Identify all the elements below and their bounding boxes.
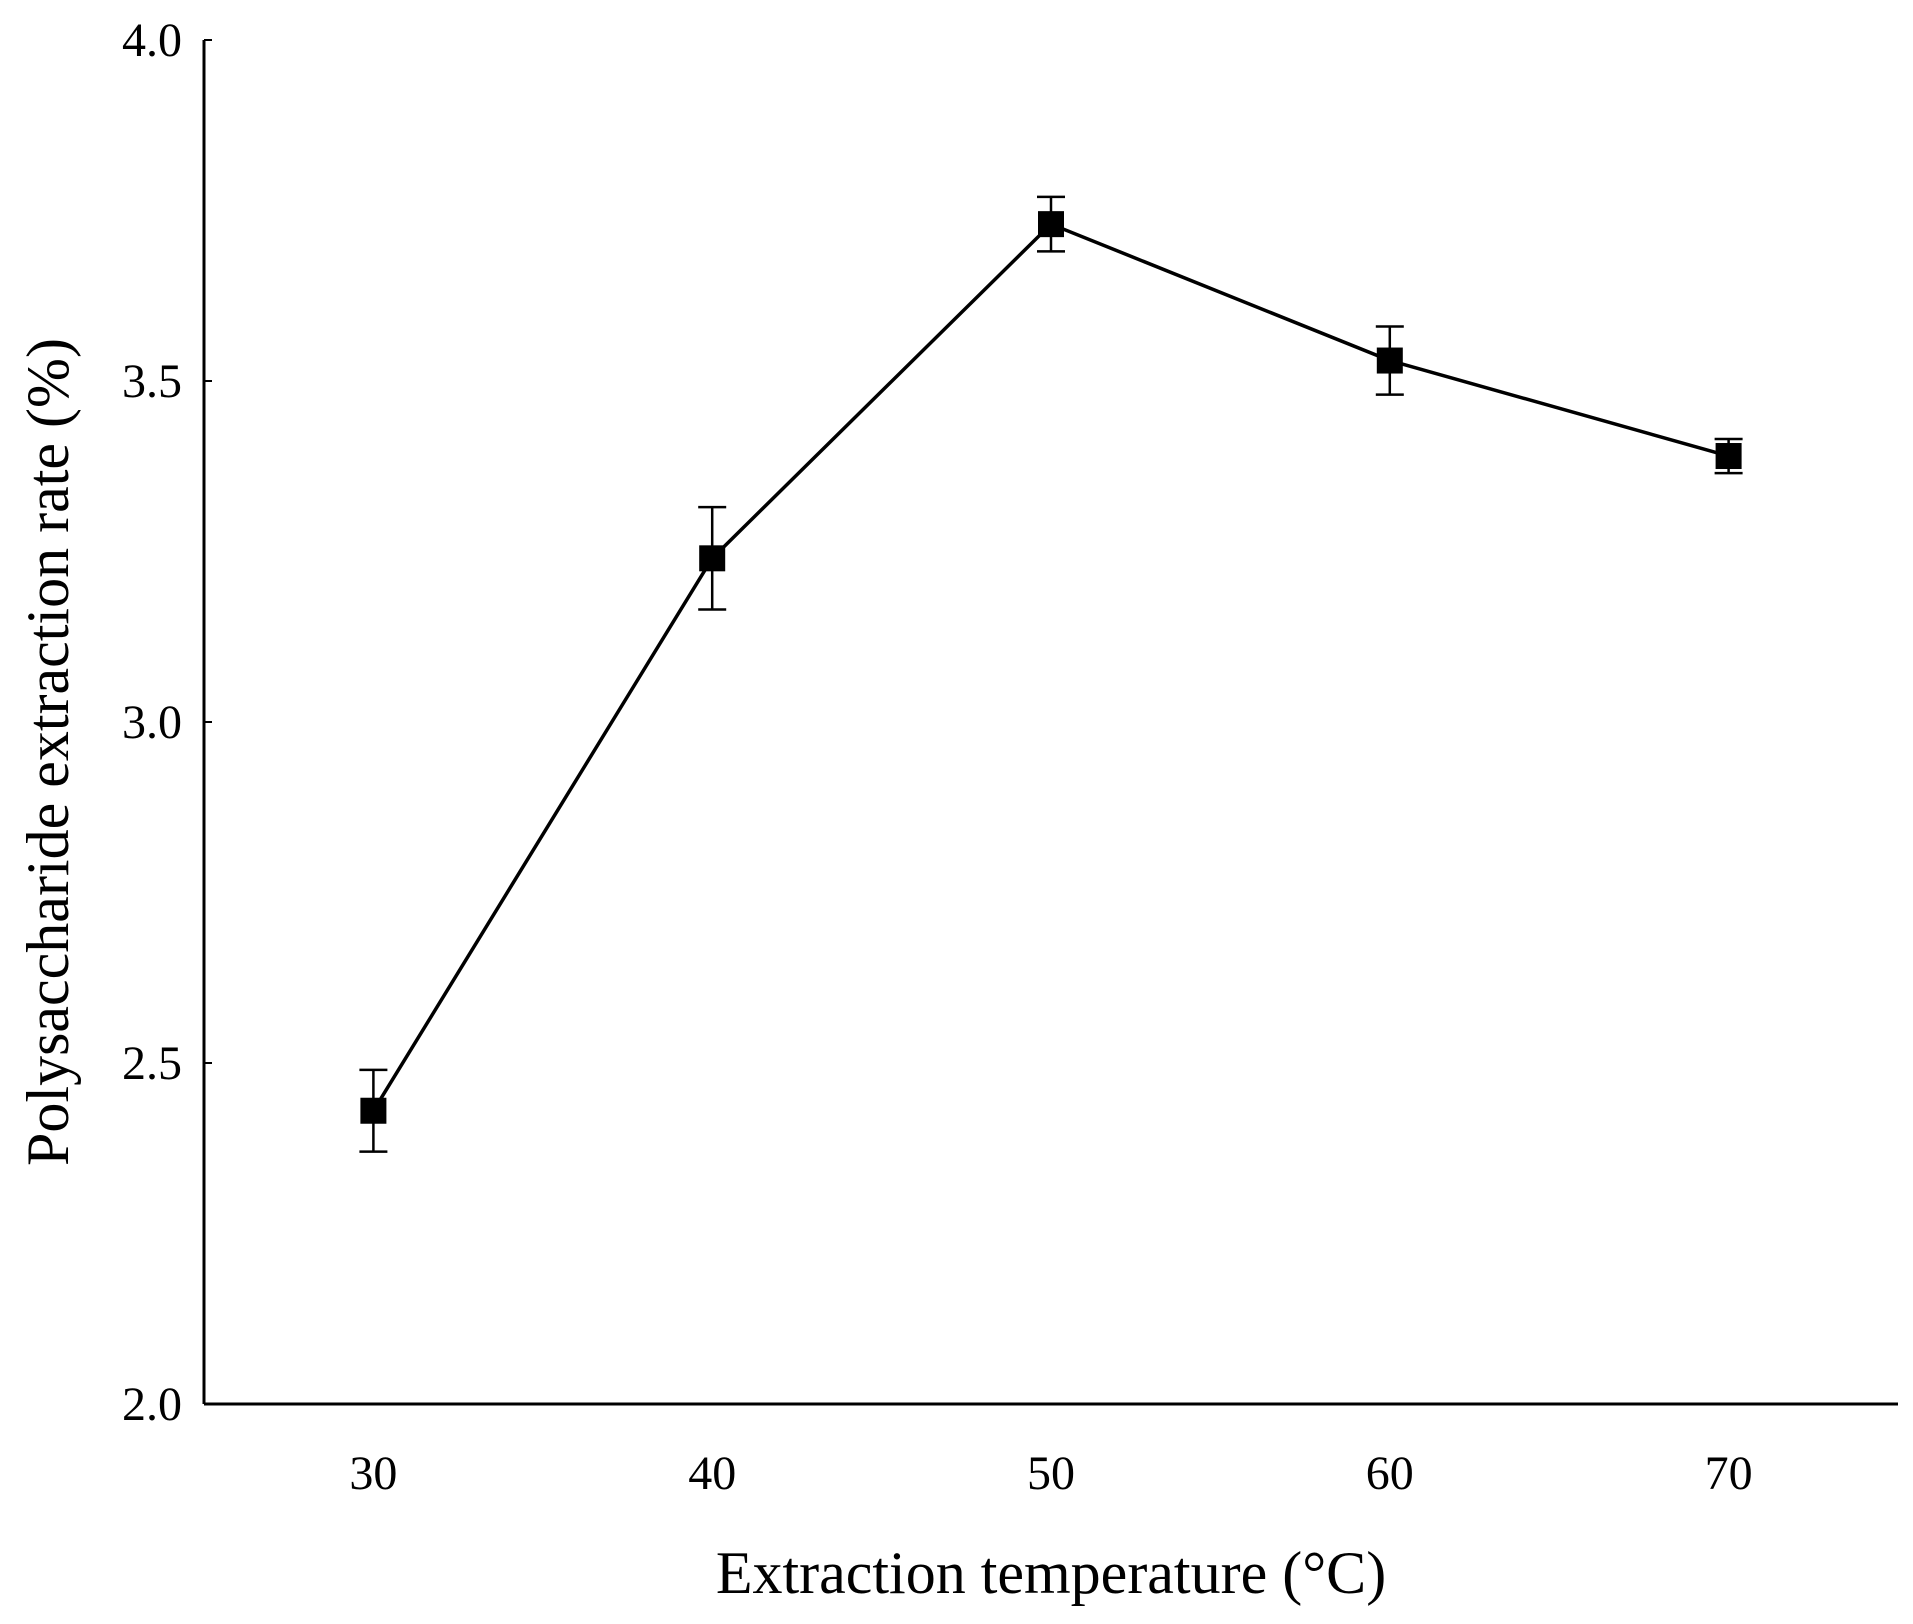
- series-line: [371, 222, 1730, 1112]
- x-tick-label: 40: [688, 1447, 736, 1500]
- x-axis-ticks: 30 40 50 60 70: [349, 1447, 1752, 1500]
- data-point-marker: [1038, 211, 1064, 238]
- data-point-marker: [1376, 347, 1403, 374]
- data-point-marker: [699, 545, 726, 572]
- y-tick-label: 3.5: [122, 355, 182, 408]
- y-tick-label: 2.5: [122, 1037, 182, 1090]
- data-series: [359, 195, 1743, 1153]
- data-point-marker: [1715, 443, 1742, 470]
- y-tick-label: 2.0: [122, 1378, 182, 1431]
- y-tick-label: 3.0: [122, 696, 182, 749]
- x-tick-label: 70: [1705, 1447, 1753, 1500]
- y-axis-title: Polysaccharide extraction rate (%): [15, 338, 81, 1166]
- x-tick-label: 60: [1366, 1447, 1414, 1500]
- y-tick-label: 4.0: [122, 14, 182, 67]
- x-axis-title: Extraction temperature (°C): [716, 1540, 1386, 1606]
- y-axis-ticks: 2.0 2.5 3.0 3.5 4.0: [122, 14, 212, 1431]
- x-tick-label: 50: [1027, 1447, 1075, 1500]
- x-tick-label: 30: [349, 1447, 397, 1500]
- data-point-marker: [360, 1097, 387, 1124]
